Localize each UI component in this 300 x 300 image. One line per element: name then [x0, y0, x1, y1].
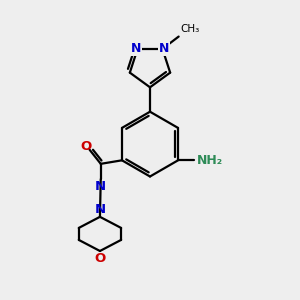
- Text: O: O: [94, 252, 106, 265]
- Text: N: N: [131, 42, 141, 56]
- Text: N: N: [159, 42, 169, 56]
- Text: N: N: [94, 203, 106, 216]
- Text: CH₃: CH₃: [180, 24, 200, 34]
- Text: O: O: [80, 140, 92, 153]
- Text: NH₂: NH₂: [196, 154, 223, 167]
- Text: N: N: [95, 180, 106, 193]
